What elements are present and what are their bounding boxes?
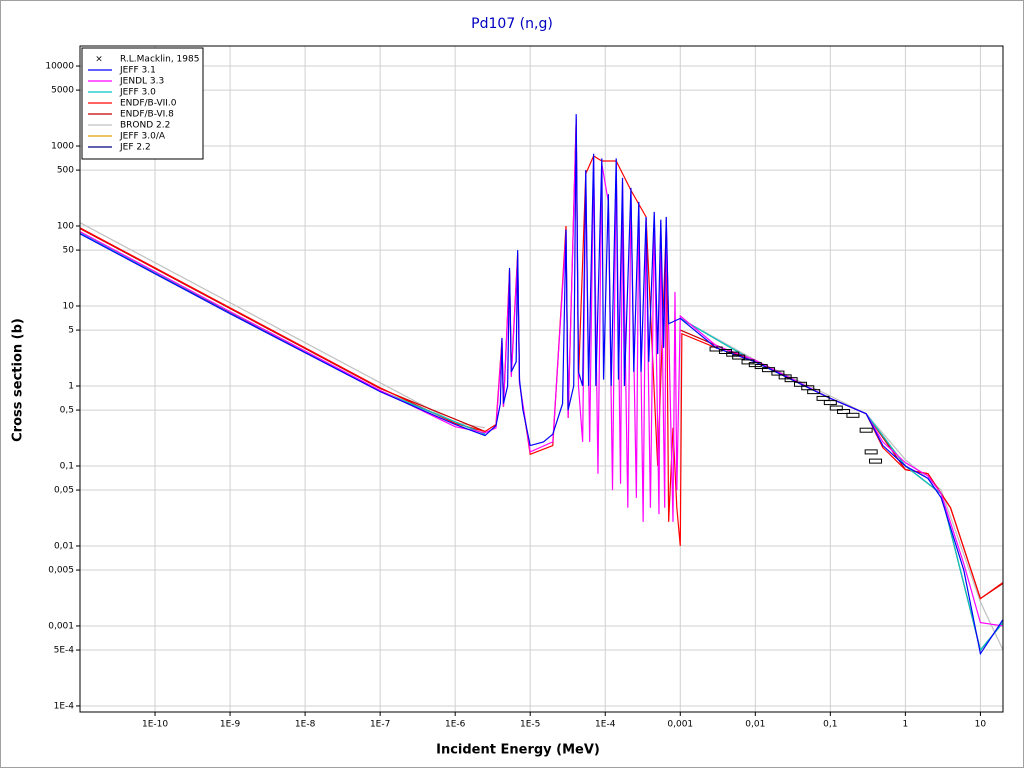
data-point [793, 381, 807, 387]
x-tick-label: 1E-7 [370, 720, 390, 730]
y-tick-label: 0,1 [60, 461, 74, 471]
x-tick-label: 0,001 [667, 720, 693, 730]
y-axis-label: Cross section (b) [11, 318, 26, 442]
legend-label: JEFF 3.0/A [119, 132, 166, 142]
y-tick-label: 50 [63, 246, 75, 256]
x-axis-label: Incident Energy (MeV) [436, 743, 600, 758]
x-tick-label: 1E-9 [220, 720, 241, 730]
data-point [762, 367, 776, 373]
data-point [732, 354, 746, 360]
y-tick-label: 0,001 [48, 621, 74, 631]
chart-title: Pd107 (n,g) [471, 16, 553, 32]
x-tick-label: 0,1 [823, 720, 837, 730]
x-tick-label: 1E-4 [595, 720, 616, 730]
data-point [837, 408, 851, 414]
data-point [829, 405, 843, 411]
series-layer [80, 114, 1003, 656]
y-tick-label: 5 [68, 326, 74, 336]
y-tick-label: 5000 [51, 86, 74, 96]
y-tick-label: 1000 [51, 142, 74, 152]
data-point [869, 458, 883, 464]
y-tick-label: 0,005 [48, 566, 74, 576]
x-tick-label: 1E-5 [520, 720, 540, 730]
legend-label: ENDF/B-VI.8 [120, 110, 174, 120]
legend-label: R.L.Macklin, 1985 [120, 55, 199, 65]
data-point [784, 377, 798, 383]
x-tick-label: 1 [903, 720, 909, 730]
data-point [754, 364, 768, 370]
y-tick-label: 0,05 [54, 486, 74, 496]
data-point [859, 427, 873, 433]
data-point [823, 400, 837, 406]
legend-label: JEFF 3.0 [119, 88, 156, 98]
y-tick-label: 0,01 [54, 541, 74, 551]
y-tick-label: 0,5 [60, 406, 74, 416]
data-point [741, 359, 755, 365]
ticks: 10000 5000 1000 500 100 50 10 5 1 0,5 0,1 0,05 0,01 0… [45, 62, 986, 730]
y-tick-label: 5E-4 [54, 646, 75, 656]
x-tick-label: 10 [975, 720, 987, 730]
y-tick-label: 100 [57, 222, 74, 232]
legend-label: BROND 2.2 [120, 121, 170, 131]
data-point [846, 412, 860, 418]
legend-marker: × [95, 55, 103, 65]
data-point [771, 370, 785, 376]
y-tick-label: 1 [68, 381, 74, 391]
plot-area [80, 46, 1003, 712]
plot-frame [79, 45, 1004, 713]
data-point [816, 395, 830, 401]
x-tick-label: 1E-8 [295, 720, 316, 730]
y-tick-label: 500 [57, 166, 74, 176]
x-tick-label: 1E-6 [445, 720, 466, 730]
legend-label: JEFF 3.1 [119, 66, 156, 76]
x-tick-label: 0,01 [745, 720, 765, 730]
y-tick-label: 10 [63, 301, 75, 311]
legend-label: ENDF/B-VII.0 [120, 99, 177, 109]
y-tick-label: 1E-4 [54, 701, 75, 711]
legend-label: JENDL 3.3 [119, 77, 164, 87]
series-line [80, 121, 1003, 627]
data-point [718, 348, 732, 354]
series-line [80, 114, 1003, 656]
data-point [864, 449, 878, 455]
legend-label: JEF 2.2 [119, 143, 151, 153]
data-point [807, 389, 821, 395]
y-tick-label: 10000 [45, 62, 74, 72]
x-tick-label: 1E-10 [142, 720, 168, 730]
